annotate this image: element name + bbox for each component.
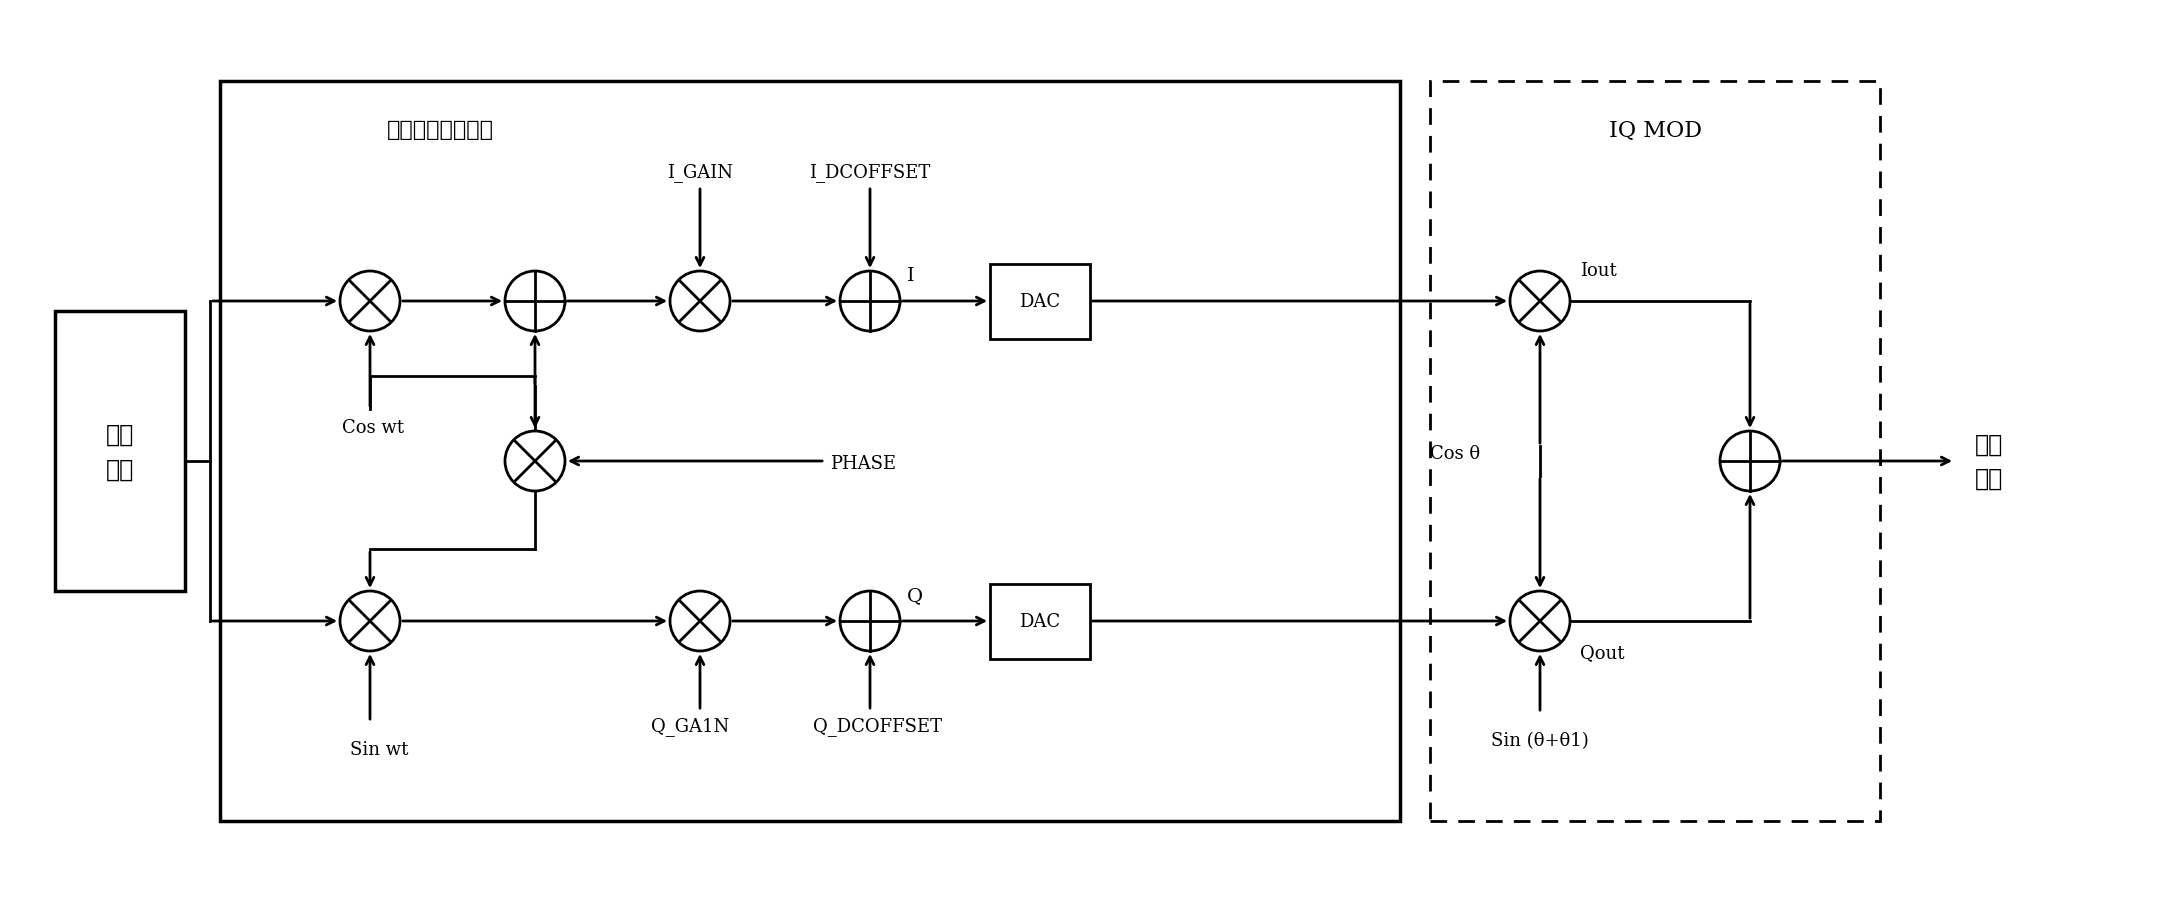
Bar [54,312,186,591]
Text: Sin wt: Sin wt [350,740,408,758]
Text: 射频
信号: 射频 信号 [1974,433,2002,490]
Text: 基带信号处理单元: 基带信号处理单元 [387,120,492,140]
Circle shape [840,271,901,332]
Text: Iout: Iout [1579,261,1616,280]
Text: I: I [907,267,914,284]
Circle shape [339,591,400,651]
Circle shape [670,591,730,651]
Text: 基带
信号: 基带 信号 [106,422,134,481]
Circle shape [670,271,730,332]
Circle shape [840,591,901,651]
Text: PHASE: PHASE [829,455,896,473]
Text: DAC: DAC [1020,612,1061,630]
Text: Qout: Qout [1579,643,1624,661]
Text: IQ MOD: IQ MOD [1609,120,1702,142]
Bar [989,584,1091,659]
Text: I_DCOFFSET: I_DCOFFSET [810,163,931,182]
Text: I_GAIN: I_GAIN [667,163,732,182]
Text: DAC: DAC [1020,292,1061,311]
Circle shape [1510,271,1570,332]
Circle shape [505,271,566,332]
Text: Q_DCOFFSET: Q_DCOFFSET [814,716,942,735]
Bar [220,82,1400,821]
Text: Cos wt: Cos wt [341,418,404,436]
Text: Sin (θ+θ1): Sin (θ+θ1) [1490,732,1590,749]
Circle shape [505,432,566,491]
Text: Q_GA1N: Q_GA1N [650,716,730,735]
Text: Cos θ: Cos θ [1430,445,1480,463]
Circle shape [1510,591,1570,651]
Circle shape [339,271,400,332]
Bar [989,264,1091,339]
Bar [1430,82,1879,821]
Text: Q: Q [907,587,922,604]
Circle shape [1719,432,1780,491]
